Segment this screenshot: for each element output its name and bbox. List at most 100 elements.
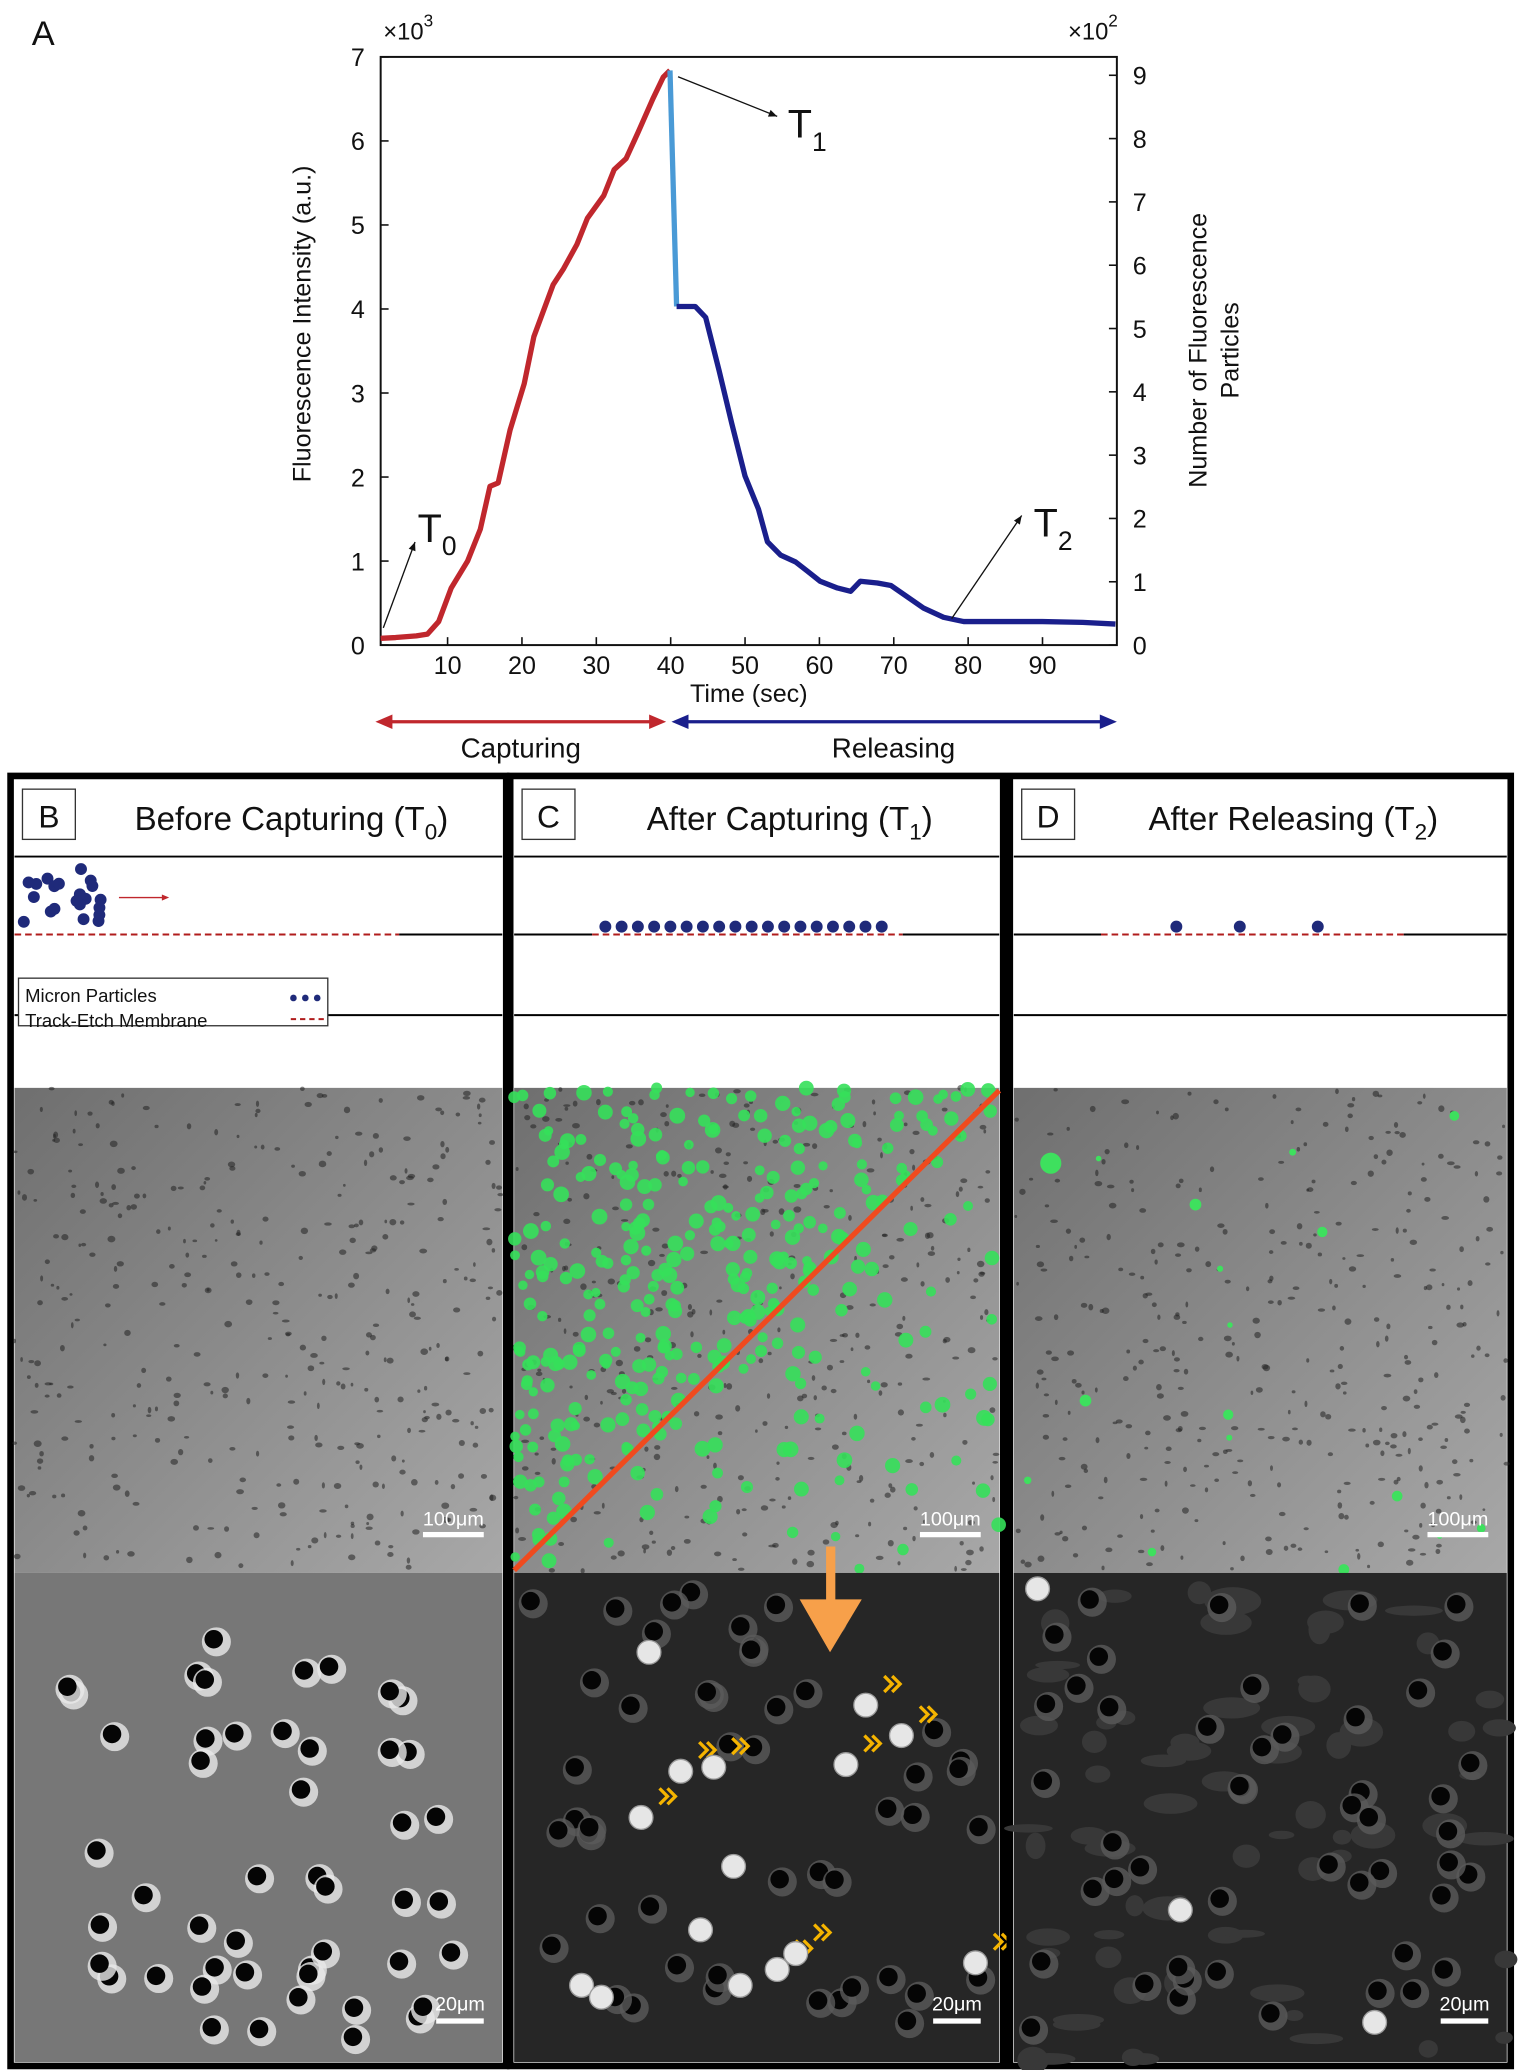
- green-particle: [635, 1403, 649, 1416]
- pore-speck: [1357, 1553, 1361, 1560]
- pore: [319, 1657, 339, 1676]
- pore-speck: [572, 1331, 579, 1337]
- pore-speck: [1436, 1543, 1442, 1548]
- pore-speck: [952, 1356, 960, 1360]
- panel-label: A: [32, 15, 55, 53]
- pore-speck: [156, 1229, 161, 1234]
- pore-speck: [427, 1177, 434, 1183]
- pore-speck: [462, 1096, 471, 1100]
- green-particle: [1476, 1523, 1486, 1533]
- green-particle: [744, 1090, 757, 1102]
- pore-speck: [1291, 1390, 1296, 1394]
- green-particle: [963, 1200, 974, 1211]
- pore-speck: [1268, 1250, 1274, 1254]
- green-particle: [518, 1280, 528, 1290]
- pore: [192, 1977, 212, 1996]
- green-particle: [856, 1159, 868, 1170]
- pore-speck: [124, 1490, 130, 1497]
- pore-speck: [1425, 1284, 1433, 1291]
- green-particle: [808, 1350, 822, 1364]
- pore-speck: [1467, 1280, 1473, 1287]
- pore-speck: [967, 1519, 975, 1526]
- pore-speck: [557, 1317, 562, 1322]
- pore-speck: [238, 1563, 244, 1569]
- pore-speck: [954, 1565, 958, 1572]
- x-tick-label: 40: [657, 652, 685, 680]
- pore-speck: [533, 1212, 540, 1217]
- pore-speck: [44, 1394, 50, 1398]
- pore-speck: [722, 1329, 726, 1335]
- pore-speck: [1098, 1496, 1104, 1500]
- pore-speck: [802, 1142, 811, 1147]
- pore-speck: [943, 1412, 947, 1418]
- pore-speck: [26, 1375, 31, 1379]
- pore-speck: [489, 1494, 494, 1501]
- pore: [316, 1877, 335, 1896]
- pore-speck: [296, 1547, 301, 1551]
- green-particle: [965, 1388, 977, 1400]
- pore-speck: [111, 1413, 116, 1418]
- pore-speck: [454, 1267, 459, 1271]
- annotation: T1: [788, 103, 827, 157]
- pore-speck: [100, 1191, 104, 1197]
- pore-speck: [841, 1431, 847, 1436]
- green-particle: [712, 1467, 723, 1479]
- sem-texture: [1482, 1719, 1516, 1737]
- pore-speck: [1338, 1512, 1345, 1520]
- pore-speck: [73, 1530, 80, 1536]
- pore-speck: [1347, 1113, 1353, 1119]
- green-particle: [842, 1281, 858, 1297]
- pore-speck: [1044, 1204, 1050, 1208]
- pore: [906, 1765, 925, 1784]
- pore-speck: [348, 1554, 356, 1561]
- pore-speck: [1067, 1350, 1075, 1356]
- pore-speck: [388, 1544, 394, 1549]
- pore-speck: [1496, 1171, 1503, 1176]
- green-particle: [793, 1481, 809, 1497]
- captured-particle: [680, 920, 693, 933]
- pore-speck: [957, 1257, 961, 1261]
- green-particle: [632, 1217, 646, 1231]
- pore-speck: [1386, 1149, 1393, 1156]
- pore: [743, 1737, 763, 1757]
- annotation-sub: 0: [442, 531, 457, 561]
- pore-speck: [285, 1331, 292, 1336]
- pore-speck: [78, 1143, 83, 1147]
- pore-speck: [922, 1377, 931, 1381]
- pore-speck: [1305, 1242, 1312, 1249]
- pore-speck: [1402, 1228, 1407, 1233]
- pore-speck: [214, 1239, 218, 1242]
- green-particle: [591, 1287, 601, 1298]
- annotation-sub: 1: [812, 127, 827, 157]
- pore-speck: [1081, 1525, 1088, 1531]
- pore: [1434, 1960, 1453, 1979]
- pore-speck: [1369, 1500, 1375, 1505]
- green-particle: [591, 1208, 608, 1225]
- pore-speck: [1212, 1452, 1220, 1457]
- pore-speck: [1327, 1452, 1334, 1457]
- pore-speck: [1035, 1382, 1039, 1389]
- pore-speck: [1183, 1368, 1189, 1375]
- pore-speck: [989, 1407, 996, 1413]
- pore: [1438, 1821, 1458, 1841]
- pore-speck: [955, 1191, 960, 1198]
- captured-particle: [1311, 920, 1324, 933]
- pore-speck: [1190, 1484, 1196, 1487]
- pore-speck: [1395, 1227, 1399, 1234]
- pore: [1080, 1590, 1099, 1609]
- pore-speck: [607, 1278, 615, 1285]
- pore-speck: [95, 1123, 100, 1129]
- annotation-sub: 2: [1058, 526, 1073, 556]
- pore-speck: [767, 1351, 772, 1356]
- pore-speck: [20, 1357, 23, 1362]
- captured-microparticle: [668, 1758, 694, 1784]
- pore-speck: [235, 1232, 241, 1237]
- pore: [191, 1751, 210, 1770]
- pore-speck: [318, 1160, 327, 1168]
- pore-speck: [358, 1219, 364, 1226]
- pore-speck: [1419, 1523, 1423, 1528]
- green-particle: [650, 1487, 664, 1501]
- pore-speck: [1203, 1464, 1209, 1468]
- pore-speck: [674, 1486, 679, 1493]
- pore-speck: [473, 1262, 476, 1267]
